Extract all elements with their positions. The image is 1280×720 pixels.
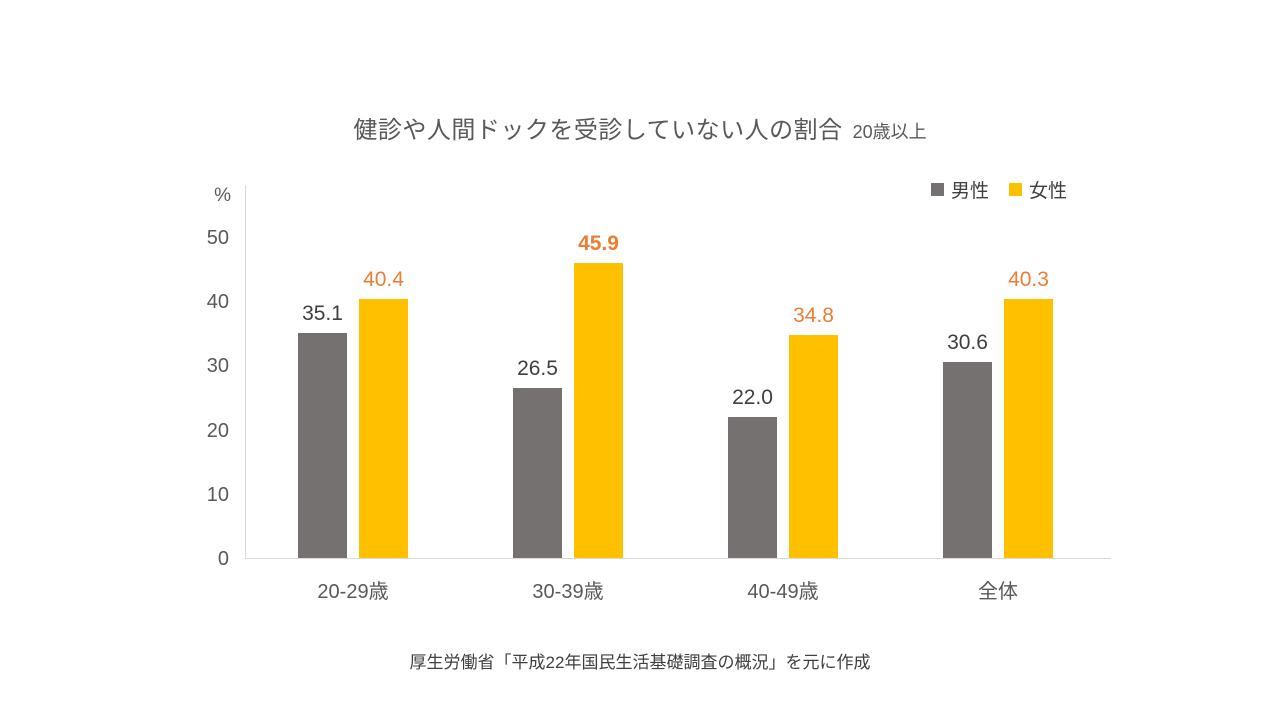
value-label-male-3: 30.6	[947, 330, 988, 354]
x-label-0: 20-29歳	[317, 581, 389, 603]
value-label-male-1: 26.5	[517, 356, 558, 380]
bar-male-3	[943, 361, 992, 558]
value-label-female-0: 40.4	[363, 267, 404, 291]
bar-female-2	[789, 334, 838, 558]
value-label-male-0: 35.1	[302, 301, 343, 325]
chart-title: 健診や人間ドックを受診していない人の割合 20歳以上	[0, 110, 1280, 145]
y-tick-0: 0	[217, 548, 229, 570]
x-label-3: 全体	[978, 581, 1018, 603]
bar-male-0	[298, 332, 347, 558]
y-tick-30: 30	[206, 355, 229, 378]
chart-title-main: 健診や人間ドックを受診していない人の割合	[353, 117, 843, 144]
legend-label-female: 女性	[1029, 181, 1068, 202]
x-label-2: 40-49歳	[747, 581, 819, 603]
legend-item-male: 男性	[931, 176, 989, 203]
y-tick-20: 20	[206, 419, 229, 442]
legend-swatch-female-icon	[1009, 183, 1023, 196]
value-label-female-3: 40.3	[1008, 268, 1049, 292]
bar-female-3	[1004, 299, 1053, 558]
y-tick-40: 40	[206, 291, 229, 314]
legend: 男性 女性	[931, 176, 1067, 203]
bar-female-1	[574, 263, 623, 558]
bar-male-1	[513, 387, 562, 558]
bar-male-2	[728, 416, 777, 558]
chart-title-suffix: 20歳以上	[852, 122, 927, 142]
x-label-1: 30-39歳	[532, 581, 604, 603]
y-tick-10: 10	[206, 483, 229, 506]
x-axis-line	[245, 558, 1111, 559]
legend-item-female: 女性	[1009, 176, 1067, 203]
bar-female-0	[359, 298, 408, 558]
legend-swatch-male-icon	[931, 183, 944, 196]
source-note: 厚生労働省「平成22年国民生活基礎調査の概況」を元に作成	[409, 653, 871, 672]
value-label-female-1: 45.9	[578, 232, 619, 256]
y-axis-line	[245, 185, 246, 559]
y-axis-unit-label: %	[214, 185, 231, 206]
value-label-female-2: 34.8	[793, 303, 834, 327]
legend-label-male: 男性	[951, 181, 990, 202]
y-tick-50: 50	[206, 227, 229, 249]
plot-area: % 0 10 20 30 40 50 35.1 40.4 20-29歳 26.5 45.9 30-39…	[207, 185, 1111, 603]
value-label-male-2: 22.0	[732, 385, 773, 409]
